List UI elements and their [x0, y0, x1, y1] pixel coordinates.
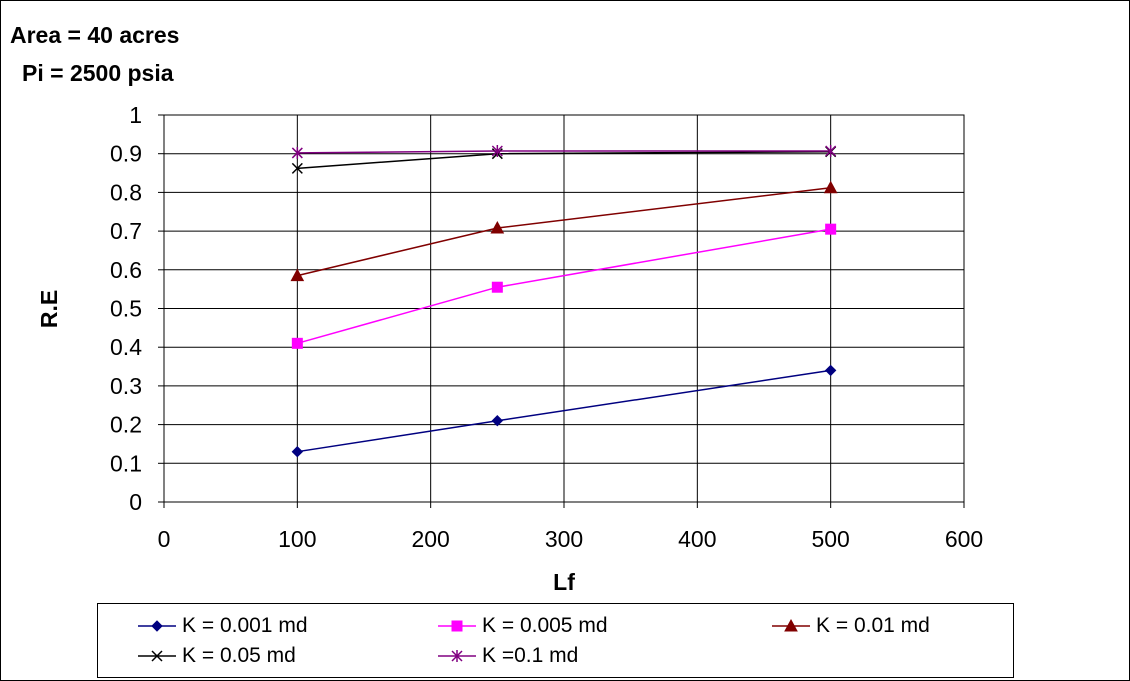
- y-axis-title: R.E: [36, 290, 62, 328]
- data-point: [292, 338, 302, 348]
- legend-marker: [152, 621, 162, 631]
- y-tick-label: 0.4: [110, 334, 142, 360]
- legend-swatch: [138, 646, 176, 666]
- y-tick-label: 0.7: [110, 218, 142, 244]
- legend-label: K =0.1 md: [482, 644, 578, 668]
- x-tick-label: 100: [278, 526, 316, 552]
- legend-swatch: [138, 616, 176, 636]
- y-tick-label: 0.6: [110, 257, 142, 283]
- legend-item: K = 0.05 md: [138, 641, 296, 671]
- data-point: [826, 224, 836, 234]
- y-tick-label: 0.5: [110, 296, 142, 322]
- y-tick-label: 0.2: [110, 412, 142, 438]
- x-axis-title: Lf: [553, 569, 575, 595]
- x-tick-label: 600: [945, 526, 983, 552]
- legend-swatch: [438, 616, 476, 636]
- legend-label: K = 0.01 md: [816, 614, 930, 638]
- legend-swatch: [772, 616, 810, 636]
- legend-marker: [452, 621, 462, 631]
- legend: K = 0.001 md K = 0.005 md K = 0.01 md K = 0…: [97, 603, 1014, 678]
- line-chart: 0 0.1 0.2 0.3 0.4 0.5 0.6 0.7 0.8 0.9 1 0 100 200 300 4…: [0, 0, 1130, 600]
- y-tick-label: 0.3: [110, 373, 142, 399]
- x-tick-label: 300: [545, 526, 583, 552]
- legend-item: K = 0.005 md: [438, 611, 608, 641]
- x-tick-label: 200: [411, 526, 449, 552]
- x-tick-label: 500: [811, 526, 849, 552]
- legend-item: K = 0.001 md: [138, 611, 308, 641]
- legend-item: K = 0.01 md: [772, 611, 930, 641]
- legend-label: K = 0.005 md: [482, 614, 608, 638]
- y-tick-label: 0.1: [110, 450, 142, 476]
- legend-swatch: [438, 646, 476, 666]
- legend-label: K = 0.05 md: [182, 644, 296, 668]
- data-point: [492, 282, 502, 292]
- y-tick-label: 0.9: [110, 141, 142, 167]
- legend-label: K = 0.001 md: [182, 614, 308, 638]
- y-tick-label: 0.8: [110, 179, 142, 205]
- legend-item: K =0.1 md: [438, 641, 578, 671]
- x-tick-label: 400: [678, 526, 716, 552]
- y-tick-label: 0: [129, 489, 142, 515]
- x-tick-label: 0: [158, 526, 171, 552]
- y-tick-label: 1: [129, 102, 142, 128]
